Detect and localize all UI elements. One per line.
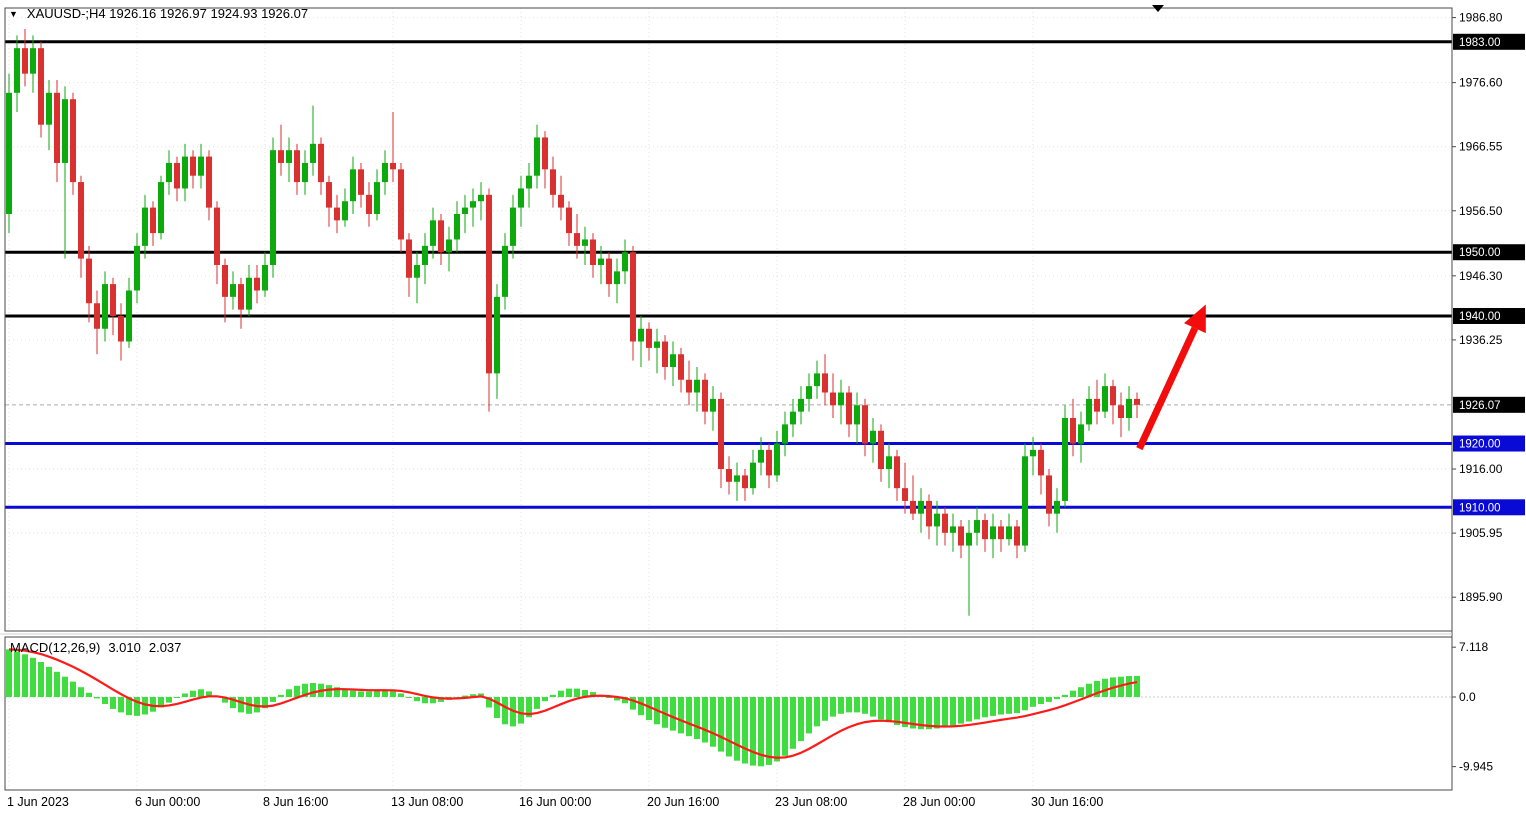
time-axis-label: 20 Jun 16:00 — [647, 795, 719, 809]
svg-text:1926.07: 1926.07 — [1459, 400, 1501, 412]
macd-axis-tick: -9.945 — [1459, 760, 1493, 774]
time-axis-label: 1 Jun 2023 — [7, 795, 69, 809]
svg-text:1983.00: 1983.00 — [1459, 37, 1501, 49]
current-price-label: 1926.07 — [1453, 396, 1525, 413]
svg-text:1920.00: 1920.00 — [1459, 439, 1501, 451]
price-axis-tick: 1895.90 — [1459, 590, 1503, 604]
price-level-label: 1920.00 — [1453, 435, 1525, 452]
macd-signal-value: 2.037 — [148, 640, 182, 655]
price-axis-tick: 1916.00 — [1459, 462, 1503, 476]
time-axis-label: 30 Jun 16:00 — [1031, 795, 1103, 809]
macd-main-value: 3.010 — [108, 640, 141, 655]
price-axis-tick: 1966.55 — [1459, 140, 1503, 154]
svg-text:1950.00: 1950.00 — [1459, 247, 1501, 259]
price-level-label: 1910.00 — [1453, 499, 1525, 516]
candlestick-series — [6, 29, 1140, 616]
price-pane-border — [4, 7, 1453, 632]
price-axis-tick: 1905.95 — [1459, 526, 1503, 540]
macd-signal-line — [8, 648, 1138, 759]
time-axis-label: 6 Jun 00:00 — [135, 795, 200, 809]
macd-indicator-name: MACD(12,26,9) — [10, 640, 101, 655]
svg-text:1940.00: 1940.00 — [1459, 311, 1501, 323]
levels-group — [5, 40, 1452, 509]
price-axis-tick: 1956.50 — [1459, 204, 1503, 218]
time-axis-label: 8 Jun 16:00 — [263, 795, 328, 809]
macd-label: MACD(12,26,9) 3.010 2.037 — [10, 640, 181, 655]
time-axis-label: 23 Jun 08:00 — [775, 795, 847, 809]
trend-arrow[interactable] — [1136, 304, 1206, 451]
time-axis-label: 16 Jun 00:00 — [519, 795, 591, 809]
price-axis: 1986.80 1976.60 1966.55 1956.50 1946.30 1936.… — [1452, 11, 1503, 604]
macd-histogram — [6, 649, 1140, 767]
price-level-label: 1940.00 — [1453, 307, 1525, 324]
time-axis-label: 28 Jun 00:00 — [903, 795, 975, 809]
price-level-label: 1950.00 — [1453, 244, 1525, 261]
svg-text:1910.00: 1910.00 — [1459, 502, 1501, 514]
price-level-label: 1983.00 — [1453, 33, 1525, 50]
price-axis-tick: 1946.30 — [1459, 269, 1503, 283]
macd-axis-tick: 0.0 — [1459, 690, 1476, 704]
price-axis-tick: 1976.60 — [1459, 76, 1503, 90]
symbol-ohlc-text: XAUUSD-;H4 1926.16 1926.97 1924.93 1926.… — [26, 6, 309, 21]
price-axis-tick: 1936.25 — [1459, 333, 1503, 347]
chart-shift-marker-icon[interactable] — [1152, 5, 1164, 12]
time-axis-label: 13 Jun 08:00 — [391, 795, 463, 809]
collapse-triangle-icon[interactable]: ▼ — [9, 8, 18, 19]
grid — [5, 8, 1452, 790]
symbol-info: ▼ XAUUSD-;H4 1926.16 1926.97 1924.93 192… — [7, 6, 308, 21]
macd-axis-tick: 7.118 — [1459, 640, 1488, 654]
price-axis-tick: 1986.80 — [1459, 11, 1503, 25]
time-axis: 1 Jun 2023 6 Jun 00:00 8 Jun 16:00 13 Jun 0… — [7, 795, 1103, 809]
